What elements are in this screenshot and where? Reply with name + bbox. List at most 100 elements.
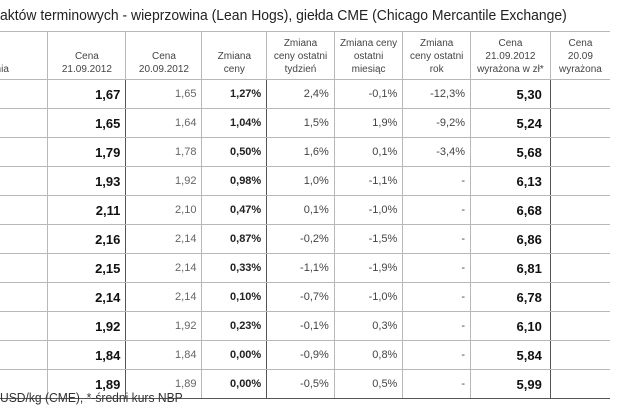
header-price-20: Cena 20.09.2012 (125, 31, 203, 80)
change-cell: 0,10% (201, 282, 268, 312)
week-change-cell: -1,1% (266, 253, 335, 283)
week-change-cell: -0,7% (266, 282, 335, 312)
month-change-cell: -1,1% (333, 166, 404, 196)
price-pln-21-cell: 5,84 (470, 340, 551, 370)
price-pln-20-cell (549, 253, 610, 283)
change-cell: 1,27% (201, 79, 268, 109)
year-change-cell: - (402, 340, 471, 370)
week-change-cell: 1,6% (266, 137, 335, 167)
contract-cell (0, 166, 49, 196)
contract-cell (0, 253, 49, 283)
year-change-cell: -9,2% (402, 108, 471, 138)
month-change-cell: 0,8% (333, 340, 404, 370)
price-20-cell: 2,14 (125, 224, 203, 254)
change-cell: 0,33% (201, 253, 268, 283)
week-change-cell: -0,9% (266, 340, 335, 370)
month-change-cell: -1,9% (333, 253, 404, 283)
week-change-cell: 1,5% (266, 108, 335, 138)
table-row: 2,14 2,14 0,10% -0,7% -1,0% -6,78 (0, 282, 610, 312)
table-title: aktów terminowych - wieprzowina (Lean Ho… (0, 7, 567, 24)
month-change-cell: -1,0% (333, 282, 404, 312)
price-21-cell: 2,14 (47, 282, 127, 312)
header-price-pln-20: Cena 20.09 wyrażona (549, 31, 610, 80)
table-row: 1,79 1,78 0,50% 1,6% 0,1% -3,4% 5,68 (0, 137, 610, 167)
header-contract: ania (0, 31, 49, 80)
price-21-cell: 1,84 (47, 340, 127, 370)
change-cell: 0,50% (201, 137, 268, 167)
contract-cell (0, 108, 49, 138)
price-pln-21-cell: 5,24 (470, 108, 551, 138)
header-row: ania Cena 21.09.2012 Cena 20.09.2012 Zmi… (0, 31, 610, 80)
week-change-cell: -0,1% (266, 311, 335, 341)
year-change-cell: - (402, 166, 471, 196)
price-pln-21-cell: 6,68 (470, 195, 551, 225)
table-row: 2,16 2,14 0,87% -0,2% -1,5% -6,86 (0, 224, 610, 254)
price-20-cell: 1,89 (125, 369, 203, 399)
price-21-cell: 1,67 (47, 79, 127, 109)
contract-cell (0, 137, 49, 167)
header-price-pln-21: Cena 21.09.2012 wyrażona w zł* (470, 31, 551, 80)
year-change-cell: - (402, 195, 471, 225)
week-change-cell: -0,5% (266, 369, 335, 399)
price-21-cell: 2,11 (47, 195, 127, 225)
week-change-cell: -0,2% (266, 224, 335, 254)
year-change-cell: -3,4% (402, 137, 471, 167)
price-pln-20-cell (549, 340, 610, 370)
price-pln-21-cell: 6,86 (470, 224, 551, 254)
year-change-cell: -12,3% (402, 79, 471, 109)
price-pln-20-cell (549, 282, 610, 312)
year-change-cell: - (402, 224, 471, 254)
price-pln-21-cell: 6,10 (470, 311, 551, 341)
change-cell: 0,00% (201, 369, 268, 399)
header-year-change: Zmiana ceny ostatni rok (402, 31, 471, 80)
price-20-cell: 1,92 (125, 311, 203, 341)
month-change-cell: 0,5% (333, 369, 404, 399)
price-pln-21-cell: 6,78 (470, 282, 551, 312)
month-change-cell: 0,3% (333, 311, 404, 341)
price-20-cell: 2,10 (125, 195, 203, 225)
header-month-change: Zmiana ceny ostatni miesiąc (333, 31, 404, 80)
futures-price-table: ania Cena 21.09.2012 Cena 20.09.2012 Zmi… (0, 31, 610, 399)
year-change-cell: - (402, 311, 471, 341)
year-change-cell: - (402, 282, 471, 312)
year-change-cell: - (402, 369, 471, 399)
month-change-cell: -0,1% (333, 79, 404, 109)
month-change-cell: 0,1% (333, 137, 404, 167)
contract-cell (0, 195, 49, 225)
price-pln-20-cell (549, 137, 610, 167)
contract-cell (0, 369, 49, 399)
change-cell: 0,23% (201, 311, 268, 341)
change-cell: 1,04% (201, 108, 268, 138)
contract-cell (0, 282, 49, 312)
table-row: 2,15 2,14 0,33% -1,1% -1,9% -6,81 (0, 253, 610, 283)
table-row: 1,84 1,84 0,00% -0,9% 0,8% -5,84 (0, 340, 610, 370)
price-21-cell: 1,79 (47, 137, 127, 167)
month-change-cell: -1,5% (333, 224, 404, 254)
price-21-cell: 1,93 (47, 166, 127, 196)
table-row: 2,11 2,10 0,47% 0,1% -1,0% -6,68 (0, 195, 610, 225)
table-row: 1,67 1,65 1,27% 2,4% -0,1% -12,3% 5,30 (0, 79, 610, 109)
price-21-cell: 2,16 (47, 224, 127, 254)
price-pln-20-cell (549, 369, 610, 399)
price-20-cell: 1,78 (125, 137, 203, 167)
week-change-cell: 0,1% (266, 195, 335, 225)
header-price-21: Cena 21.09.2012 (47, 31, 127, 80)
price-21-cell: 1,92 (47, 311, 127, 341)
price-21-cell: 2,15 (47, 253, 127, 283)
price-pln-21-cell: 5,30 (470, 79, 551, 109)
price-20-cell: 2,14 (125, 282, 203, 312)
price-20-cell: 2,14 (125, 253, 203, 283)
price-pln-21-cell: 6,13 (470, 166, 551, 196)
contract-cell (0, 340, 49, 370)
contract-cell (0, 311, 49, 341)
year-change-cell: - (402, 253, 471, 283)
price-pln-20-cell (549, 311, 610, 341)
price-21-cell: 1,65 (47, 108, 127, 138)
change-cell: 0,00% (201, 340, 268, 370)
price-pln-21-cell: 5,99 (470, 369, 551, 399)
header-change: Zmiana ceny (201, 31, 268, 80)
price-pln-20-cell (549, 195, 610, 225)
table-row: 1,93 1,92 0,98% 1,0% -1,1% -6,13 (0, 166, 610, 196)
header-week-change: Zmiana ceny ostatni tydzień (266, 31, 335, 80)
price-20-cell: 1,92 (125, 166, 203, 196)
